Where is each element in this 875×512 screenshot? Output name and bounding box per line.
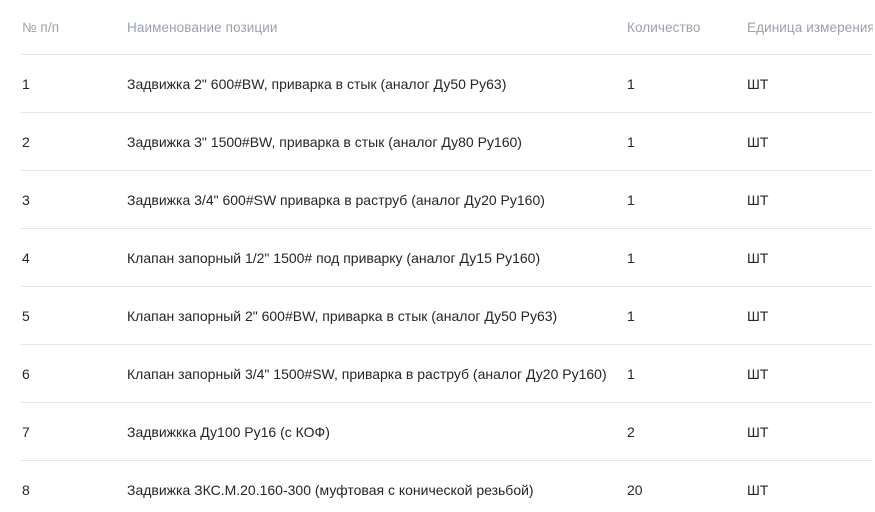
row-qty: 1 bbox=[627, 307, 635, 324]
row-qty: 1 bbox=[627, 75, 635, 92]
row-qty: 2 bbox=[627, 423, 635, 440]
table-row: 8 Задвижка ЗКС.М.20.160-300 (муфтовая с … bbox=[21, 461, 873, 512]
column-header-qty: Количество bbox=[627, 19, 701, 35]
column-header-name: Наименование позиции bbox=[127, 19, 278, 35]
row-num: 7 bbox=[22, 423, 30, 440]
table-row: 7 Задвижкка Ду100 Ру16 (с КОФ) 2 ШТ bbox=[21, 403, 873, 461]
table-row: 3 Задвижка 3/4" 600#SW приварка в растру… bbox=[21, 171, 873, 229]
row-unit: ШТ bbox=[747, 133, 769, 150]
table-row: 5 Клапан запорный 2" 600#BW, приварка в … bbox=[21, 287, 873, 345]
row-unit: ШТ bbox=[747, 307, 769, 324]
row-name: Задвижка 3" 1500#BW, приварка в стык (ан… bbox=[127, 133, 522, 150]
row-name: Задвижка 3/4" 600#SW приварка в раструб … bbox=[127, 191, 545, 208]
row-num: 4 bbox=[22, 249, 30, 266]
row-qty: 1 bbox=[627, 365, 635, 382]
column-header-num: № п/п bbox=[22, 19, 60, 35]
table-header-row: № п/п Наименование позиции Количество Ед… bbox=[21, 0, 873, 55]
row-name: Задвижкка Ду100 Ру16 (с КОФ) bbox=[127, 423, 330, 440]
row-num: 5 bbox=[22, 307, 30, 324]
row-name: Задвижка ЗКС.М.20.160-300 (муфтовая с ко… bbox=[127, 482, 534, 498]
row-num: 3 bbox=[22, 191, 30, 208]
table-row: 6 Клапан запорный 3/4" 1500#SW, приварка… bbox=[21, 345, 873, 403]
column-header-unit: Единица измерения bbox=[747, 19, 873, 35]
row-name: Клапан запорный 3/4" 1500#SW, приварка в… bbox=[127, 365, 607, 382]
row-num: 6 bbox=[22, 365, 30, 382]
row-name: Клапан запорный 1/2" 1500# под приварку … bbox=[127, 249, 541, 266]
table-row: 2 Задвижка 3" 1500#BW, приварка в стык (… bbox=[21, 113, 873, 171]
row-unit: ШТ bbox=[747, 191, 769, 208]
row-qty: 20 bbox=[627, 482, 643, 498]
row-num: 1 bbox=[22, 75, 30, 92]
table-row: 4 Клапан запорный 1/2" 1500# под приварк… bbox=[21, 229, 873, 287]
row-unit: ШТ bbox=[747, 365, 769, 382]
row-unit: ШТ bbox=[747, 482, 769, 498]
row-num: 2 bbox=[22, 133, 30, 150]
row-name: Задвижка 2" 600#BW, приварка в стык (ана… bbox=[127, 75, 507, 92]
row-name: Клапан запорный 2" 600#BW, приварка в ст… bbox=[127, 307, 558, 324]
row-num: 8 bbox=[22, 482, 30, 498]
row-unit: ШТ bbox=[747, 423, 769, 440]
row-qty: 1 bbox=[627, 133, 635, 150]
row-unit: ШТ bbox=[747, 75, 769, 92]
table-row: 1 Задвижка 2" 600#BW, приварка в стык (а… bbox=[21, 55, 873, 113]
row-qty: 1 bbox=[627, 191, 635, 208]
row-qty: 1 bbox=[627, 249, 635, 266]
row-unit: ШТ bbox=[747, 249, 769, 266]
